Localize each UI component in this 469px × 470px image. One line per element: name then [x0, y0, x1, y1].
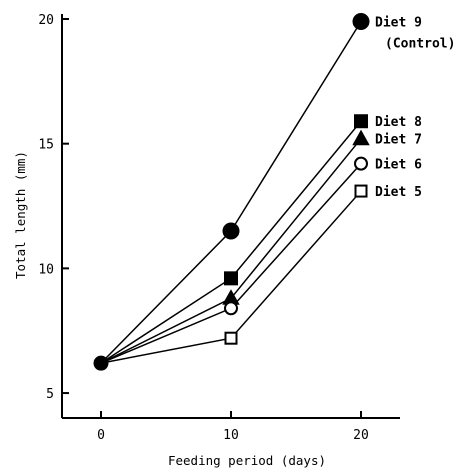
y-tick-label: 20 [38, 13, 54, 28]
series-label: Diet 9 [375, 15, 422, 30]
data-point [354, 184, 368, 198]
series-note: (Control) [385, 36, 455, 51]
series-diet-8: Diet 8 [100, 114, 422, 364]
data-point [352, 129, 370, 146]
series-layer: Diet 9 (Control) Diet 8 Diet 7 Diet 6 Diet 5 [93, 12, 455, 371]
x-tick-label: 20 [353, 428, 369, 443]
series-diet-9: Diet 9 (Control) [100, 12, 455, 364]
x-axis-label: Feeding period (days) [168, 453, 326, 468]
y-tick-label: 10 [38, 262, 54, 277]
y-tick-label: 15 [38, 138, 54, 153]
data-point [93, 355, 109, 371]
series-line [100, 138, 362, 364]
series-diet-6: Diet 6 [100, 156, 422, 364]
series-label: Diet 8 [375, 115, 422, 130]
series-diet-5: Diet 5 [100, 184, 422, 364]
data-point [354, 156, 368, 171]
series-line [100, 120, 362, 364]
series-label: Diet 7 [375, 133, 422, 148]
series-label: Diet 5 [375, 185, 422, 200]
series-label: Diet 6 [375, 158, 422, 173]
axes: 0 10 20 5 10 15 20 [38, 13, 400, 443]
data-point [224, 331, 238, 345]
y-tick-label: 5 [46, 387, 54, 402]
data-point [224, 271, 238, 286]
data-point [224, 301, 238, 316]
data-point [352, 12, 370, 30]
y-axis-label: Total length (mm) [13, 151, 28, 279]
series-diet-7: Diet 7 [100, 129, 422, 364]
data-point [222, 222, 240, 240]
x-tick-label: 10 [223, 428, 239, 443]
data-point [354, 114, 368, 129]
x-tick-label: 0 [97, 428, 105, 443]
